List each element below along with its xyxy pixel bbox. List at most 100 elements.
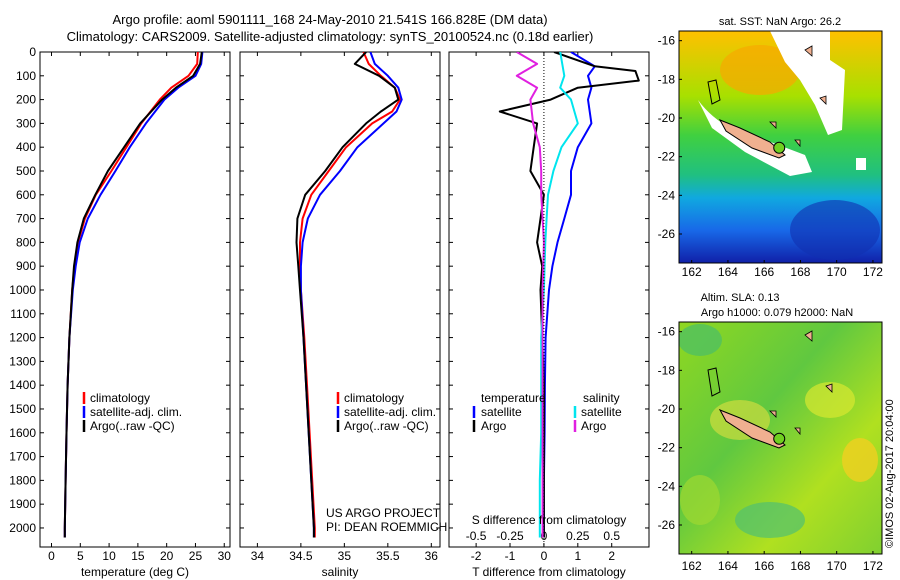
figure-subtitle: Climatology: CARS2009. Satellite-adjuste… [66, 29, 594, 44]
x-tick-label: 35 [338, 549, 352, 563]
y-tick-label: 1000 [9, 283, 36, 297]
map-lat-label: -24 [658, 188, 676, 202]
sla-patch [679, 324, 722, 356]
sla-patch [805, 382, 855, 418]
map-lat-label: -16 [658, 325, 676, 339]
loyalty-islands [769, 330, 833, 436]
reef-outline [707, 79, 721, 105]
x-tick-label: 10 [102, 549, 116, 563]
map-lat-label: -26 [658, 227, 676, 241]
cold-patch [790, 200, 880, 260]
sla-patch [735, 502, 805, 538]
pi-annotation: PI: DEAN ROEMMICH [326, 520, 447, 534]
x-tick-label: 34.5 [289, 549, 313, 563]
map-lat-label: -24 [658, 479, 676, 493]
series-line-argo_sal [515, 52, 545, 538]
map-lat-label: -20 [658, 111, 676, 125]
new-caledonia-island [718, 409, 786, 449]
sst-map [679, 31, 882, 263]
argo-float-marker [773, 141, 786, 154]
x-tick-label: 34 [251, 549, 265, 563]
series-line-argo [498, 52, 640, 538]
y-tick-label: 1500 [9, 402, 36, 416]
sst-map-frame [678, 30, 883, 264]
legend-label-argo: Argo(..raw -QC) [344, 419, 429, 433]
legend-label-t-argo: Argo [481, 419, 507, 433]
x-tick-label: 0 [541, 549, 548, 563]
x-tick-label: -2 [471, 549, 482, 563]
y-tick-label: 1100 [10, 307, 36, 321]
series-line-clim [299, 52, 401, 538]
sst-map-title: sat. SST: NaN Argo: 26.2 [719, 16, 841, 28]
map-lon-label: 172 [863, 265, 883, 279]
series-line-argo [295, 52, 400, 538]
missing-data-mask [770, 31, 845, 135]
y-tick-label: 1700 [9, 450, 36, 464]
map-lon-label: 170 [827, 265, 847, 279]
map-lon-label: 166 [754, 559, 774, 573]
map-lon-label: 162 [682, 559, 702, 573]
map-lat-label: -18 [658, 363, 676, 377]
map-lon-label: 168 [790, 559, 810, 573]
series-line-sat_sal [538, 52, 579, 538]
temperature-axis-label: temperature (deg C) [81, 565, 189, 579]
x-tick-label: 35.5 [376, 549, 400, 563]
temperature-legend: climatology satellite-adj. clim. Argo(..… [82, 391, 182, 433]
legend-title-salinity: salinity [583, 391, 620, 405]
s-tick-label: -0.5 [466, 529, 487, 543]
difference-panel-frame [448, 51, 650, 548]
legend-label-t-satellite: satellite [481, 405, 522, 419]
project-annotation: US ARGO PROJECT [326, 506, 441, 520]
legend-title-temperature: temperature [481, 391, 546, 405]
x-tick-label: 1 [574, 549, 581, 563]
x-tick-label: 0 [48, 549, 55, 563]
series-line-sat [542, 52, 596, 538]
map-lon-label: 168 [790, 265, 810, 279]
sla-patch [842, 438, 878, 482]
new-caledonia-island [718, 119, 786, 159]
legend-label-satellite: satellite-adj. clim. [344, 405, 436, 419]
x-tick-label: 15 [131, 549, 145, 563]
reef-outline [707, 367, 721, 397]
y-tick-label: 1400 [9, 378, 36, 392]
y-tick-label: 600 [16, 188, 36, 202]
t-difference-axis-label: T difference from climatology [472, 565, 626, 579]
y-tick-label: 500 [16, 164, 36, 178]
s-difference-axis-label: S difference from climatology [472, 513, 627, 527]
map-lat-label: -22 [658, 441, 676, 455]
s-tick-label: 0.25 [566, 529, 590, 543]
y-tick-label: 300 [16, 116, 36, 130]
x-tick-label: 5 [77, 549, 84, 563]
map-lon-label: 172 [863, 559, 883, 573]
x-tick-label: 36 [425, 549, 439, 563]
salinity-panel-frame [239, 51, 441, 548]
x-tick-label: 25 [189, 549, 203, 563]
y-tick-label: 800 [16, 235, 36, 249]
map-lat-label: -26 [658, 518, 676, 532]
y-tick-label: 1900 [9, 497, 36, 511]
sla-map-subtitle: Argo h1000: 0.079 h2000: NaN [701, 307, 853, 319]
loyalty-islands [769, 45, 827, 148]
y-tick-label: 0 [29, 45, 36, 59]
legend-label-climatology: climatology [90, 391, 150, 405]
map-lon-label: 170 [827, 559, 847, 573]
map-lon-label: 166 [754, 265, 774, 279]
y-tick-label: 1600 [9, 426, 36, 440]
y-tick-label: 1200 [9, 331, 36, 345]
x-tick-label: 30 [218, 549, 232, 563]
series-line-argo [63, 52, 203, 538]
map-lat-label: -22 [658, 150, 676, 164]
legend-label-climatology: climatology [344, 391, 404, 405]
y-tick-label: 2000 [9, 521, 36, 535]
map-lon-label: 164 [718, 559, 738, 573]
figure-title: Argo profile: aoml 5901111_168 24-May-20… [112, 12, 548, 27]
series-line-clim [63, 52, 199, 538]
series-line-sat [63, 52, 204, 538]
y-tick-label: 1300 [9, 354, 36, 368]
salinity-axis-label: salinity [322, 565, 359, 579]
y-tick-label: 700 [16, 212, 36, 226]
y-tick-label: 100 [16, 69, 36, 83]
map-lat-label: -20 [658, 402, 676, 416]
y-tick-label: 1800 [9, 473, 36, 487]
